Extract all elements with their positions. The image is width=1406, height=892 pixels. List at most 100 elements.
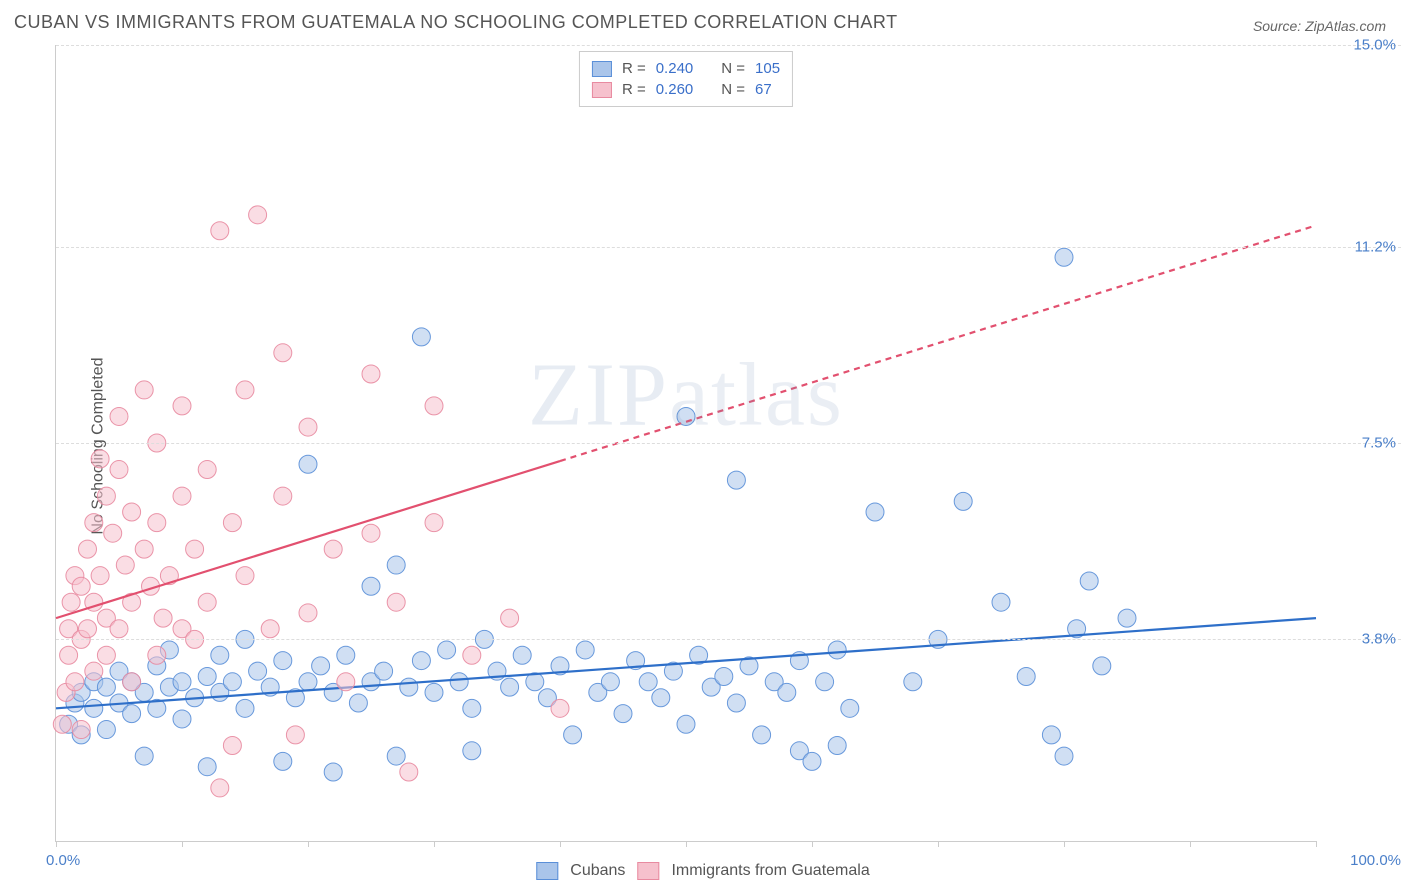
data-point <box>173 710 191 728</box>
data-point <box>576 641 594 659</box>
data-point <box>91 567 109 585</box>
data-point <box>198 461 216 479</box>
y-tick-label: 3.8% <box>1362 631 1396 648</box>
data-point <box>614 705 632 723</box>
data-point <box>299 673 317 691</box>
data-point <box>211 222 229 240</box>
data-point <box>337 673 355 691</box>
data-point <box>173 487 191 505</box>
x-tick <box>56 841 57 847</box>
data-point <box>501 609 519 627</box>
data-point <box>97 678 115 696</box>
data-point <box>249 662 267 680</box>
r-label: R = <box>622 60 646 77</box>
data-point <box>53 715 71 733</box>
data-point <box>135 747 153 765</box>
data-point <box>274 487 292 505</box>
x-tick <box>1064 841 1065 847</box>
data-point <box>79 540 97 558</box>
data-point <box>324 540 342 558</box>
data-point <box>412 652 430 670</box>
data-point <box>828 736 846 754</box>
gridline <box>56 45 1401 46</box>
data-point <box>211 646 229 664</box>
r-value: 0.260 <box>656 81 694 98</box>
n-label: N = <box>721 60 745 77</box>
chart-title: CUBAN VS IMMIGRANTS FROM GUATEMALA NO SC… <box>14 12 898 33</box>
legend-swatch <box>592 82 612 98</box>
data-point <box>116 556 134 574</box>
data-point <box>79 620 97 638</box>
y-tick-label: 15.0% <box>1353 37 1396 54</box>
data-point <box>1118 609 1136 627</box>
data-point <box>223 736 241 754</box>
data-point <box>60 646 78 664</box>
data-point <box>1093 657 1111 675</box>
series-legend: Cubans Immigrants from Guatemala <box>536 862 869 880</box>
data-point <box>463 646 481 664</box>
r-value: 0.240 <box>656 60 694 77</box>
data-point <box>198 667 216 685</box>
gridline <box>56 639 1401 640</box>
data-point <box>72 577 90 595</box>
gridline <box>56 247 1401 248</box>
data-point <box>463 742 481 760</box>
y-tick-label: 7.5% <box>1362 435 1396 452</box>
gridline <box>56 443 1401 444</box>
data-point <box>904 673 922 691</box>
data-point <box>362 365 380 383</box>
data-point <box>866 503 884 521</box>
data-point <box>223 514 241 532</box>
data-point <box>992 593 1010 611</box>
data-point <box>828 641 846 659</box>
data-point <box>715 667 733 685</box>
x-tick <box>434 841 435 847</box>
x-tick <box>686 841 687 847</box>
data-point <box>123 503 141 521</box>
data-point <box>312 657 330 675</box>
data-point <box>97 487 115 505</box>
data-point <box>123 705 141 723</box>
data-point <box>954 492 972 510</box>
data-point <box>198 593 216 611</box>
data-point <box>110 620 128 638</box>
plot-area: R =0.240N =105R =0.260N = 67 ZIPatlas 0.… <box>55 45 1316 842</box>
data-point <box>1080 572 1098 590</box>
data-point <box>438 641 456 659</box>
data-point <box>299 418 317 436</box>
data-point <box>110 461 128 479</box>
data-point <box>362 524 380 542</box>
data-point <box>97 721 115 739</box>
n-value: 105 <box>755 60 780 77</box>
data-point <box>85 514 103 532</box>
r-label: R = <box>622 81 646 98</box>
data-point <box>639 673 657 691</box>
x-tick <box>1190 841 1191 847</box>
legend-label: Immigrants from Guatemala <box>671 862 869 880</box>
x-tick <box>938 841 939 847</box>
data-point <box>104 524 122 542</box>
data-point <box>677 715 695 733</box>
data-point <box>349 694 367 712</box>
legend-label: Cubans <box>570 862 625 880</box>
data-point <box>236 381 254 399</box>
data-point <box>1055 248 1073 266</box>
stats-legend-row: R =0.260N = 67 <box>592 79 780 100</box>
data-point <box>154 609 172 627</box>
data-point <box>148 646 166 664</box>
data-point <box>387 593 405 611</box>
data-point <box>274 652 292 670</box>
data-point <box>123 673 141 691</box>
data-point <box>1017 667 1035 685</box>
data-point <box>387 747 405 765</box>
data-point <box>110 407 128 425</box>
data-point <box>400 763 418 781</box>
data-point <box>198 758 216 776</box>
x-tick <box>560 841 561 847</box>
data-point <box>425 514 443 532</box>
n-label: N = <box>721 81 745 98</box>
data-point <box>186 540 204 558</box>
data-point <box>564 726 582 744</box>
data-point <box>85 662 103 680</box>
data-point <box>223 673 241 691</box>
